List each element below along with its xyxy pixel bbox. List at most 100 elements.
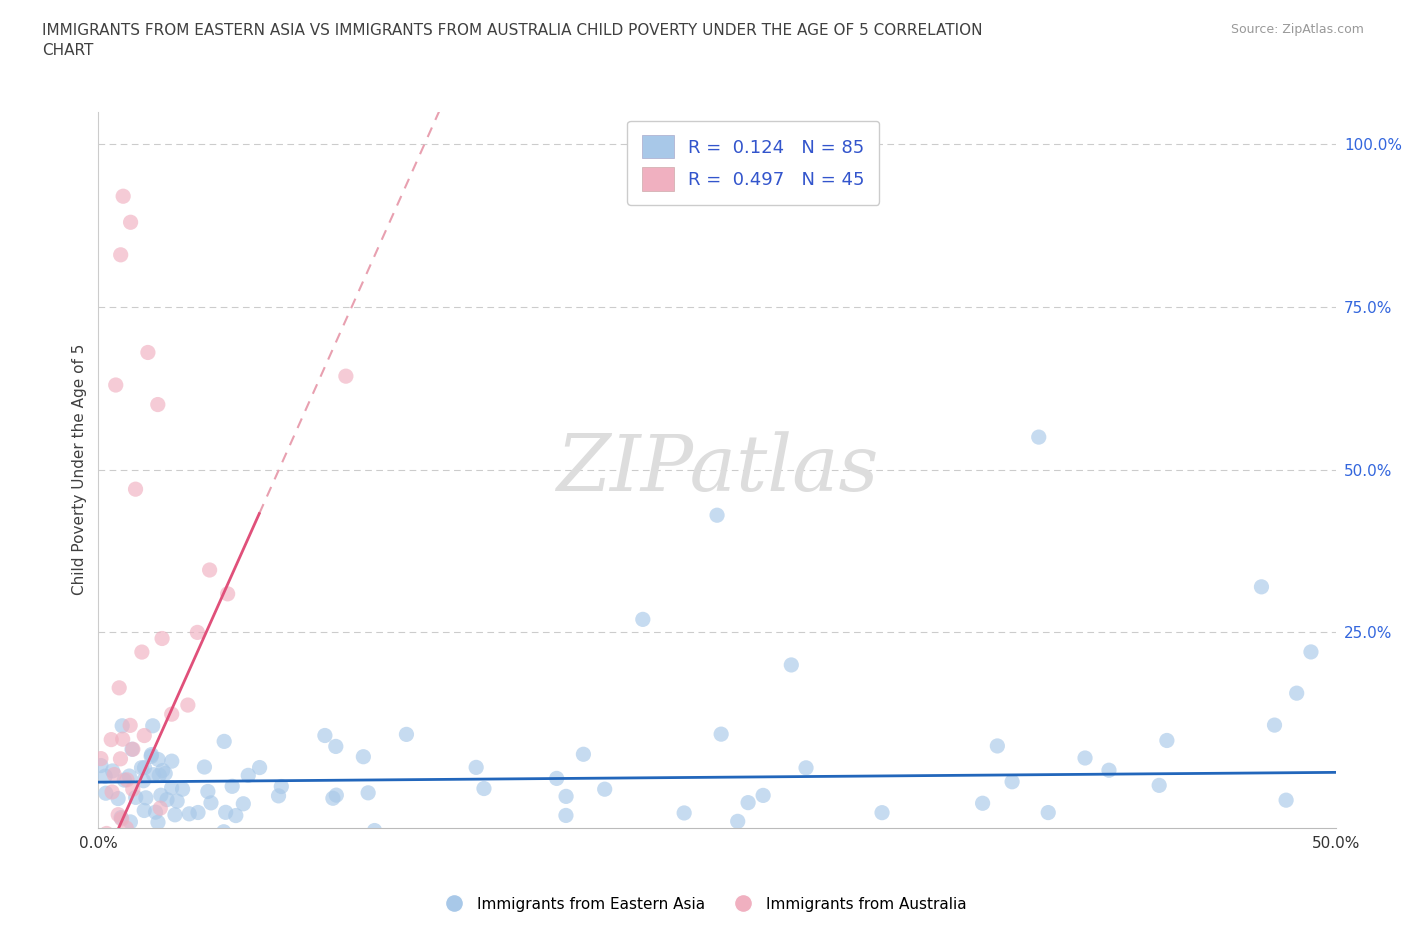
Point	[90, 758, 112, 773]
Point	[110, 247, 132, 262]
Point	[91, 868, 114, 883]
Point	[146, 397, 169, 412]
Point	[214, 804, 236, 819]
Point	[135, 790, 157, 805]
Point	[232, 796, 254, 811]
Point	[97, 860, 120, 875]
Point	[986, 738, 1008, 753]
Point	[132, 773, 155, 788]
Point	[90, 878, 112, 893]
Point	[325, 788, 347, 803]
Point	[160, 707, 183, 722]
Point	[146, 752, 169, 767]
Point	[179, 806, 201, 821]
Point	[131, 644, 153, 659]
Point	[395, 727, 418, 742]
Point	[221, 779, 243, 794]
Point	[134, 728, 156, 743]
Point	[737, 795, 759, 810]
Point	[1001, 775, 1024, 790]
Point	[352, 750, 374, 764]
Point	[572, 747, 595, 762]
Point	[198, 563, 221, 578]
Point	[166, 793, 188, 808]
Point	[1299, 644, 1322, 659]
Point	[325, 739, 347, 754]
Point	[111, 812, 134, 827]
Point	[120, 815, 142, 830]
Point	[142, 767, 165, 782]
Point	[193, 760, 215, 775]
Point	[1147, 777, 1170, 792]
Text: Source: ZipAtlas.com: Source: ZipAtlas.com	[1230, 23, 1364, 36]
Point	[706, 508, 728, 523]
Point	[118, 768, 141, 783]
Point	[142, 718, 165, 733]
Legend: Immigrants from Eastern Asia, Immigrants from Australia: Immigrants from Eastern Asia, Immigrants…	[433, 891, 973, 918]
Point	[631, 612, 654, 627]
Point	[972, 796, 994, 811]
Point	[90, 751, 112, 766]
Point	[115, 773, 138, 788]
Point	[187, 805, 209, 820]
Point	[197, 784, 219, 799]
Point	[673, 805, 696, 820]
Point	[156, 792, 179, 807]
Point	[134, 760, 156, 775]
Point	[1028, 430, 1050, 445]
Point	[107, 902, 129, 917]
Point	[217, 587, 239, 602]
Point	[710, 726, 733, 741]
Point	[110, 810, 132, 825]
Point	[131, 761, 153, 776]
Point	[267, 789, 290, 804]
Point	[146, 815, 169, 830]
Point	[141, 747, 163, 762]
Point	[357, 786, 380, 801]
Point	[90, 917, 112, 930]
Point	[112, 189, 135, 204]
Point	[1250, 579, 1272, 594]
Point	[472, 781, 495, 796]
Point	[101, 785, 124, 800]
Point	[94, 786, 117, 801]
Point	[794, 761, 817, 776]
Point	[177, 698, 200, 712]
Point	[104, 378, 127, 392]
Y-axis label: Child Poverty Under the Age of 5: Child Poverty Under the Age of 5	[72, 344, 87, 595]
Point	[225, 808, 247, 823]
Point	[136, 842, 159, 857]
Point	[727, 814, 749, 829]
Point	[314, 728, 336, 743]
Point	[200, 795, 222, 810]
Point	[110, 751, 132, 766]
Point	[1098, 763, 1121, 777]
Legend: R =  0.124   N = 85, R =  0.497   N = 45: R = 0.124 N = 85, R = 0.497 N = 45	[627, 121, 879, 205]
Point	[593, 782, 616, 797]
Point	[1275, 792, 1298, 807]
Point	[145, 804, 167, 819]
Point	[160, 780, 183, 795]
Point	[93, 878, 115, 893]
Point	[149, 801, 172, 816]
Point	[148, 768, 170, 783]
Point	[143, 870, 166, 885]
Point	[156, 835, 179, 850]
Point	[335, 368, 357, 383]
Point	[384, 843, 406, 857]
Point	[90, 898, 112, 913]
Point	[322, 790, 344, 805]
Point	[555, 808, 578, 823]
Point	[121, 742, 143, 757]
Point	[120, 215, 142, 230]
Point	[546, 771, 568, 786]
Point	[112, 773, 135, 788]
Point	[141, 749, 163, 764]
Point	[115, 820, 138, 835]
Point	[120, 718, 142, 733]
Point	[555, 789, 578, 804]
Point	[121, 782, 143, 797]
Point	[124, 482, 146, 497]
Point	[136, 345, 159, 360]
Point	[1263, 718, 1285, 733]
